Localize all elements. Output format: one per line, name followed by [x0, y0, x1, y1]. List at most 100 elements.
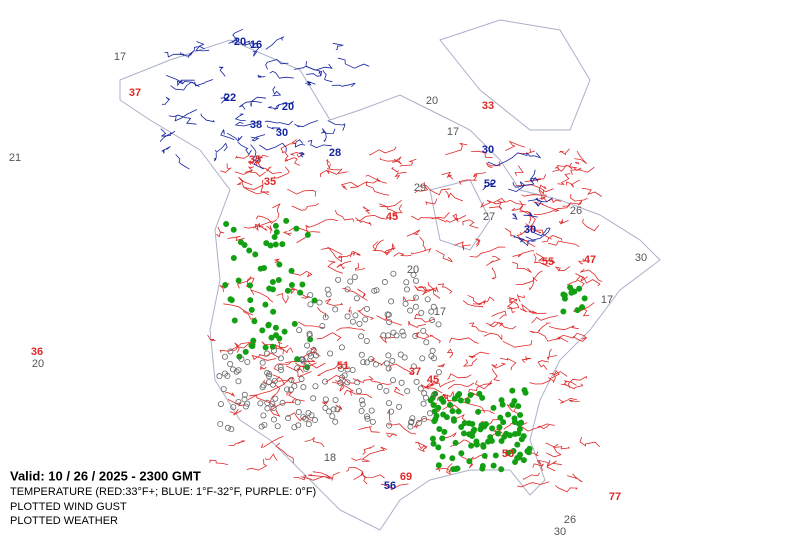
contour-line: [536, 459, 556, 472]
station-symbol: [274, 423, 281, 430]
contour-line: [394, 204, 403, 218]
station-symbol: [303, 365, 310, 372]
contour-line: [570, 166, 595, 175]
contour-line: [437, 283, 453, 294]
station-symbol: [338, 374, 345, 381]
station-symbol: [324, 286, 331, 293]
station-symbol: [248, 306, 255, 313]
station-symbol: [265, 321, 272, 328]
hudson-bay-outline: [429, 179, 491, 251]
station-symbol: [334, 406, 341, 413]
station-symbol: [235, 398, 242, 405]
contour-line: [580, 268, 603, 283]
contour-line: [234, 113, 246, 122]
contour-line: [555, 332, 586, 340]
station-symbol: [270, 416, 277, 423]
station-symbol: [481, 452, 488, 459]
station-symbol: [511, 397, 518, 404]
contour-line: [517, 481, 550, 488]
contour-line: [265, 36, 285, 50]
contour-line: [235, 154, 250, 159]
contour-line: [293, 474, 307, 481]
station-label: 17: [447, 126, 459, 138]
coastlines: [119, 19, 661, 531]
station-symbol: [275, 276, 282, 283]
station-symbol: [304, 231, 311, 238]
contour-line: [286, 391, 305, 402]
contour-line: [537, 424, 550, 430]
contour-line: [223, 303, 254, 316]
station-symbol: [266, 285, 273, 292]
contour-line: [420, 384, 434, 390]
contour-line: [523, 211, 538, 218]
contour-line: [511, 213, 518, 220]
station-symbol: [272, 332, 279, 339]
contour-line: [360, 471, 385, 479]
contour-line: [552, 165, 573, 172]
contour-line: [236, 277, 255, 289]
station-symbol: [435, 369, 442, 376]
contour-line: [513, 235, 525, 243]
station-symbol: [385, 365, 392, 372]
contour-line: [568, 162, 582, 171]
contour-line: [237, 141, 252, 156]
station-symbol: [227, 348, 234, 355]
station-symbol: [421, 390, 428, 397]
station-label: 26: [570, 205, 582, 217]
station-symbol: [291, 383, 298, 390]
contour-line: [321, 400, 329, 406]
station-symbol: [435, 321, 442, 328]
station-symbol: [235, 378, 242, 385]
station-symbol: [224, 424, 231, 431]
station-symbol: [267, 242, 274, 249]
contour-line: [489, 200, 503, 210]
station-symbol: [217, 421, 224, 428]
station-symbol: [430, 402, 437, 409]
contour-line: [370, 380, 392, 386]
station-symbol: [479, 463, 486, 470]
contours: [159, 28, 603, 493]
contour-line: [302, 351, 321, 358]
legend-line: PLOTTED WEATHER: [10, 515, 118, 527]
station-symbol: [560, 291, 567, 298]
station-symbol: [335, 276, 342, 283]
contour-line: [332, 42, 345, 51]
station-symbol: [247, 297, 254, 304]
station-symbol: [380, 332, 387, 339]
contour-line: [334, 210, 355, 222]
station-symbol: [302, 415, 309, 422]
contour-line: [252, 46, 260, 57]
station-symbol: [319, 322, 326, 329]
station-symbol: [418, 309, 425, 316]
contour-line: [350, 177, 379, 189]
station-symbol: [241, 396, 248, 403]
contour-line: [575, 273, 601, 287]
station-symbol: [429, 435, 436, 442]
station-symbol: [237, 239, 244, 246]
station-symbol: [376, 384, 383, 391]
station-symbol: [223, 221, 230, 228]
station-symbol: [457, 397, 464, 404]
station-symbol: [363, 413, 370, 420]
station-symbol: [522, 389, 529, 396]
contour-line: [531, 315, 559, 324]
contour-line: [537, 322, 551, 332]
station-symbol: [285, 415, 292, 422]
contour-line: [399, 158, 417, 167]
station-symbol: [574, 307, 581, 314]
contour-line: [528, 310, 547, 315]
contour-line: [336, 260, 352, 270]
station-label: 30: [482, 144, 494, 156]
contour-line: [529, 330, 548, 340]
contour-line: [242, 179, 264, 190]
contour-line: [414, 313, 435, 323]
contour-line: [546, 336, 569, 343]
station-symbol: [257, 400, 264, 407]
contour-line: [445, 142, 468, 156]
contour-line: [234, 342, 240, 353]
contour-line: [289, 287, 297, 295]
contour-line: [358, 426, 380, 433]
contour-line: [486, 161, 501, 169]
contour-line: [307, 139, 332, 149]
station-symbol: [410, 271, 417, 278]
